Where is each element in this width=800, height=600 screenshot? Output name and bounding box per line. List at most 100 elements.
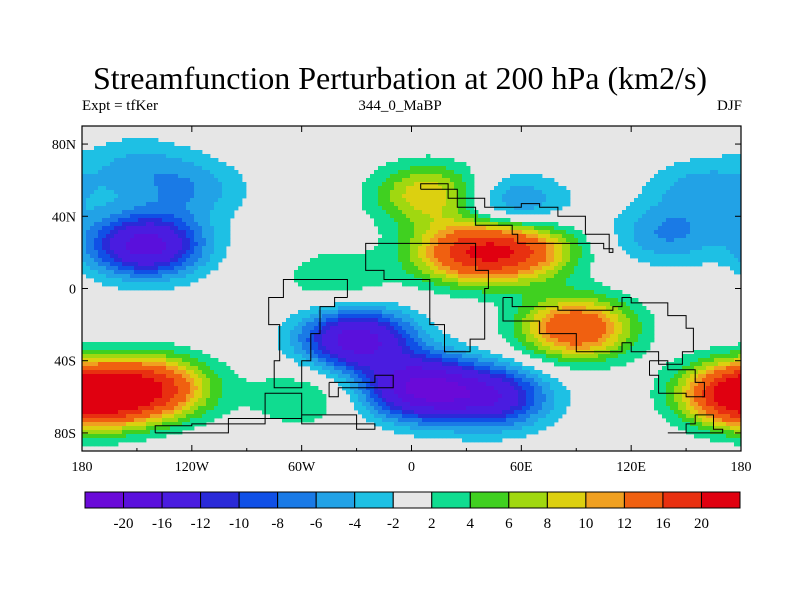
field-cell xyxy=(106,230,111,235)
field-cell xyxy=(158,222,163,227)
field-cell xyxy=(330,314,335,319)
field-cell xyxy=(622,326,627,331)
field-cell xyxy=(722,182,727,187)
field-cell xyxy=(98,346,103,351)
field-cell xyxy=(558,190,563,195)
field-cell xyxy=(394,250,399,255)
field-cell xyxy=(170,246,175,251)
field-cell xyxy=(550,238,555,243)
field-cell xyxy=(114,198,119,203)
field-cell xyxy=(298,330,303,335)
field-cell xyxy=(362,182,367,187)
field-cell xyxy=(362,334,367,339)
field-cell xyxy=(542,262,547,267)
field-cell xyxy=(374,338,379,343)
field-cell xyxy=(382,314,387,319)
field-cell xyxy=(594,322,599,327)
field-cell xyxy=(386,270,391,275)
field-cell xyxy=(630,218,635,223)
field-cell xyxy=(454,338,459,343)
field-cell xyxy=(734,254,739,259)
field-cell xyxy=(518,186,523,191)
field-cell xyxy=(718,354,723,359)
field-cell xyxy=(114,202,119,207)
field-cell xyxy=(230,210,235,215)
field-cell xyxy=(510,190,515,195)
field-cell xyxy=(418,234,423,239)
field-cell xyxy=(106,226,111,231)
field-cell xyxy=(314,274,319,279)
field-cell xyxy=(286,330,291,335)
field-cell xyxy=(442,234,447,239)
field-cell xyxy=(554,194,559,199)
field-cell xyxy=(514,274,519,279)
field-cell xyxy=(218,190,223,195)
field-cell xyxy=(162,238,167,243)
field-cell xyxy=(658,186,663,191)
field-cell xyxy=(642,338,647,343)
field-cell xyxy=(150,186,155,191)
field-cell xyxy=(490,262,495,267)
field-cell xyxy=(138,194,143,199)
field-cell xyxy=(426,234,431,239)
field-cell xyxy=(86,342,91,347)
field-cell xyxy=(206,194,211,199)
field-cell xyxy=(482,274,487,279)
field-cell xyxy=(402,330,407,335)
field-cell xyxy=(630,326,635,331)
field-cell xyxy=(718,242,723,247)
field-cell xyxy=(498,206,503,211)
field-cell xyxy=(446,274,451,279)
field-cell xyxy=(366,274,371,279)
field-cell xyxy=(674,178,679,183)
field-cell xyxy=(294,350,299,355)
field-cell xyxy=(566,310,571,315)
field-cell xyxy=(498,250,503,255)
field-cell xyxy=(126,138,131,143)
field-cell xyxy=(170,282,175,287)
field-cell xyxy=(550,250,555,255)
field-cell xyxy=(338,342,343,347)
field-cell xyxy=(422,198,427,203)
field-cell xyxy=(322,342,327,347)
field-cell xyxy=(162,206,167,211)
field-cell xyxy=(182,150,187,155)
field-cell xyxy=(466,282,471,287)
field-cell xyxy=(498,226,503,231)
field-cell xyxy=(510,334,515,339)
field-cell xyxy=(706,246,711,251)
field-cell xyxy=(458,258,463,263)
field-cell xyxy=(358,326,363,331)
field-cell xyxy=(326,282,331,287)
field-cell xyxy=(326,266,331,271)
field-cell xyxy=(454,342,459,347)
field-cell xyxy=(734,262,739,267)
field-cell xyxy=(182,182,187,187)
field-cell xyxy=(734,234,739,239)
field-cell xyxy=(394,262,399,267)
field-cell xyxy=(182,270,187,275)
field-cell xyxy=(90,190,95,195)
field-cell xyxy=(454,250,459,255)
field-cell xyxy=(450,178,455,183)
field-cell xyxy=(698,218,703,223)
field-cell xyxy=(142,198,147,203)
field-cell xyxy=(538,210,543,215)
field-cell xyxy=(122,234,127,239)
field-cell xyxy=(730,258,735,263)
field-cell xyxy=(318,334,323,339)
field-cell xyxy=(150,154,155,159)
field-cell xyxy=(450,354,455,359)
field-cell xyxy=(190,194,195,199)
field-cell xyxy=(494,282,499,287)
field-cell xyxy=(370,250,375,255)
field-cell xyxy=(170,270,175,275)
field-cell xyxy=(530,210,535,215)
field-cell xyxy=(350,322,355,327)
field-cell xyxy=(190,250,195,255)
field-cell xyxy=(734,186,739,191)
field-cell xyxy=(202,194,207,199)
field-cell xyxy=(454,206,459,211)
field-cell xyxy=(618,326,623,331)
field-cell xyxy=(682,222,687,227)
